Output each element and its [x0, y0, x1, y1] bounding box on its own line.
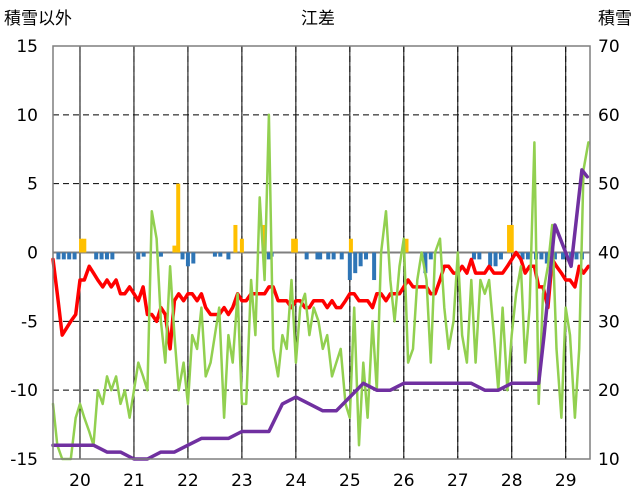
- bar-blue: [358, 252, 363, 267]
- bar-blue: [226, 252, 231, 260]
- bar-blue: [185, 252, 190, 267]
- bar-blue: [72, 252, 77, 260]
- bar-orange: [261, 224, 266, 253]
- bar-blue: [520, 252, 525, 260]
- bar-orange: [509, 224, 514, 253]
- left-tick-label: -10: [10, 381, 38, 401]
- bar-blue: [158, 252, 163, 257]
- right-tick-label: 20: [598, 381, 620, 401]
- bar-blue: [218, 252, 223, 257]
- x-tick-label: 25: [339, 471, 361, 491]
- left-tick-label: 10: [16, 106, 38, 126]
- bar-blue: [471, 252, 476, 260]
- bar-orange: [507, 224, 512, 253]
- right-tick-label: 10: [598, 450, 620, 470]
- bar-blue: [180, 252, 185, 260]
- bar-blue: [525, 252, 530, 260]
- bar-blue: [136, 252, 141, 260]
- series-line-red: [51, 250, 591, 351]
- bar-blue: [423, 252, 428, 274]
- bar-blue: [428, 252, 433, 260]
- bar-blue: [331, 252, 336, 260]
- bar-blue: [347, 252, 352, 281]
- bar-blue: [67, 252, 72, 260]
- bar-orange: [348, 238, 353, 253]
- bar-orange: [176, 183, 181, 253]
- bar-blue: [364, 252, 369, 260]
- series-line-green: [51, 113, 590, 461]
- bar-blue: [488, 252, 493, 267]
- series-line-purple: [51, 168, 590, 461]
- x-tick-label: 22: [177, 471, 199, 491]
- bar-blue: [266, 252, 271, 260]
- bar-blue: [477, 252, 482, 260]
- left-tick-label: 15: [16, 37, 38, 57]
- left-tick-label: 0: [27, 244, 38, 264]
- bar-orange: [79, 238, 84, 253]
- x-tick-label: 28: [501, 471, 523, 491]
- left-tick-label: 5: [27, 175, 38, 195]
- x-tick-label: 23: [231, 471, 253, 491]
- bar-blue: [339, 252, 344, 260]
- chart-title: 江差: [301, 9, 335, 29]
- bar-blue: [326, 252, 331, 260]
- bar-blue: [99, 252, 104, 260]
- bar-blue: [318, 252, 323, 260]
- bar-blue: [372, 252, 377, 281]
- right-tick-label: 70: [598, 37, 620, 57]
- bar-blue: [110, 252, 115, 260]
- bar-blue: [315, 252, 320, 260]
- right-tick-label: 40: [598, 244, 620, 264]
- x-tick-label: 24: [285, 471, 307, 491]
- x-tick-label: 21: [123, 471, 145, 491]
- bar-orange: [404, 238, 409, 253]
- left-axis-label: 積雪以外: [4, 9, 72, 29]
- right-axis-label: 積雪: [598, 9, 632, 29]
- bar-blue: [539, 252, 544, 260]
- bar-blue: [561, 252, 566, 260]
- left-tick-label: -15: [10, 450, 38, 470]
- bar-orange: [82, 238, 87, 253]
- bar-blue: [212, 252, 217, 257]
- bar-orange: [172, 245, 177, 253]
- right-tick-label: 50: [598, 175, 620, 195]
- right-tick-label: 30: [598, 312, 620, 332]
- right-tick-label: 60: [598, 106, 620, 126]
- left-tick-label: -5: [21, 312, 38, 332]
- bar-blue: [61, 252, 66, 260]
- bar-blue: [552, 252, 557, 260]
- bar-orange: [239, 238, 244, 253]
- bar-blue: [544, 252, 549, 264]
- x-tick-label: 20: [69, 471, 91, 491]
- bar-blue: [493, 252, 498, 267]
- bar-orange: [293, 238, 298, 253]
- bar-blue: [353, 252, 358, 274]
- bar-orange: [233, 224, 238, 253]
- x-tick-label: 27: [447, 471, 469, 491]
- bar-blue: [141, 252, 146, 257]
- bar-blue: [104, 252, 109, 260]
- x-tick-label: 29: [555, 471, 577, 491]
- bar-blue: [498, 252, 503, 260]
- bar-blue: [94, 252, 99, 260]
- x-tick-label: 26: [393, 471, 415, 491]
- bar-blue: [574, 252, 579, 260]
- bar-orange: [291, 238, 296, 253]
- bar-blue: [304, 252, 309, 260]
- bar-blue: [56, 252, 61, 260]
- plot-border: [52, 45, 591, 460]
- bar-blue: [191, 252, 196, 264]
